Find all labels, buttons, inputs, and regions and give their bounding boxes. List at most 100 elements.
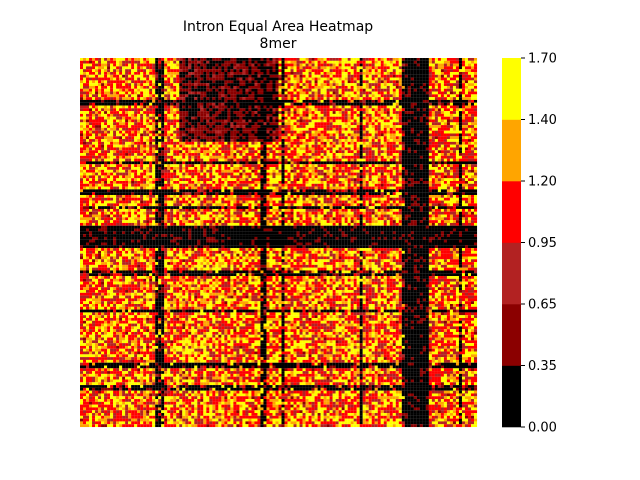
heatmap-cell	[380, 83, 384, 87]
heatmap-cell	[395, 80, 399, 84]
heatmap-cell	[290, 77, 294, 81]
heatmap-cell	[392, 161, 396, 165]
heatmap-cell	[158, 161, 162, 165]
heatmap-cell	[377, 113, 381, 117]
heatmap-cell	[410, 111, 414, 114]
heatmap-cell	[152, 85, 156, 89]
heatmap-cell	[419, 113, 423, 117]
heatmap-cell	[98, 153, 102, 156]
heatmap-cell	[410, 161, 414, 165]
heatmap-cell	[275, 161, 279, 165]
heatmap-cell	[341, 77, 345, 81]
heatmap-cell	[314, 91, 318, 95]
heatmap-cell	[239, 74, 243, 78]
heatmap-cell	[263, 80, 267, 84]
heatmap-cell	[299, 60, 303, 64]
heatmap-cell	[152, 127, 156, 131]
heatmap-cell	[431, 111, 435, 114]
heatmap-cell	[248, 58, 252, 61]
heatmap-cell	[401, 66, 405, 70]
heatmap-cell	[341, 99, 345, 103]
heatmap-cell	[242, 102, 246, 106]
heatmap-cell	[134, 60, 138, 64]
heatmap-cell	[128, 133, 132, 137]
heatmap-cell	[461, 80, 466, 84]
heatmap-cell	[224, 161, 228, 165]
heatmap-cell	[248, 97, 252, 100]
heatmap-cell	[449, 130, 453, 134]
heatmap-cell	[440, 108, 444, 112]
heatmap-cell	[434, 63, 438, 67]
heatmap-cell	[272, 153, 276, 156]
heatmap-cell	[278, 153, 282, 156]
heatmap-cell	[203, 155, 207, 159]
heatmap-cell	[149, 99, 153, 103]
heatmap-cell	[296, 108, 300, 112]
heatmap-cell	[314, 147, 318, 151]
heatmap-cell	[95, 105, 99, 109]
heatmap-cell	[104, 127, 108, 131]
heatmap-cell	[182, 60, 186, 64]
heatmap-cell	[470, 144, 475, 148]
heatmap-cell	[413, 150, 417, 154]
heatmap-cell	[176, 105, 180, 109]
heatmap-cell	[125, 94, 129, 98]
heatmap-cell	[158, 71, 162, 75]
heatmap-cell	[467, 130, 472, 134]
heatmap-cell	[164, 60, 168, 64]
heatmap-cell	[98, 116, 102, 120]
heatmap-cell	[248, 153, 252, 156]
heatmap-cell	[278, 136, 282, 140]
heatmap-cell	[89, 83, 93, 87]
heatmap-cell	[389, 108, 393, 112]
heatmap-cell	[464, 74, 469, 78]
heatmap-cell	[104, 155, 108, 159]
heatmap-cell	[83, 113, 87, 117]
heatmap-cell	[314, 60, 318, 64]
heatmap-cell	[98, 125, 102, 128]
heatmap-cell	[164, 133, 168, 137]
heatmap-cell	[470, 71, 475, 75]
heatmap-cell	[311, 99, 315, 103]
heatmap-cell	[380, 153, 384, 156]
heatmap-cell	[323, 83, 327, 87]
heatmap-cell	[419, 153, 423, 156]
heatmap-cell	[131, 130, 135, 134]
heatmap-cell	[434, 69, 438, 73]
heatmap-cell	[365, 63, 369, 67]
heatmap-cell	[425, 85, 429, 89]
heatmap-cell	[299, 111, 303, 114]
heatmap-cell	[236, 122, 240, 126]
heatmap-cell	[380, 66, 384, 70]
heatmap-cell	[329, 105, 333, 109]
heatmap-cell	[80, 85, 84, 89]
heatmap-cell	[287, 144, 291, 148]
heatmap-cell	[86, 122, 90, 126]
heatmap-cell	[380, 99, 384, 103]
heatmap-cell	[104, 83, 108, 87]
heatmap-cell	[104, 133, 108, 137]
heatmap-cell	[353, 130, 357, 134]
heatmap-cell	[335, 139, 339, 142]
heatmap-cell	[359, 144, 363, 148]
heatmap-cell	[149, 80, 153, 84]
heatmap-cell	[377, 74, 381, 78]
heatmap-cell	[392, 66, 396, 70]
heatmap-cell	[392, 133, 396, 137]
heatmap-cell	[254, 88, 258, 92]
heatmap-cell	[422, 71, 426, 75]
heatmap-cell	[356, 161, 360, 165]
heatmap-cell	[335, 83, 339, 87]
heatmap-cell	[107, 85, 111, 89]
heatmap-cell	[344, 85, 348, 89]
heatmap-cell	[272, 155, 276, 159]
heatmap-cell	[194, 119, 198, 123]
heatmap-cell	[254, 147, 258, 151]
heatmap-cell	[419, 108, 423, 112]
heatmap-cell	[236, 77, 240, 81]
heatmap-cell	[161, 102, 165, 106]
heatmap-cell	[335, 141, 339, 145]
heatmap-cell	[395, 125, 399, 128]
heatmap-cell	[95, 69, 99, 73]
heatmap-cell	[395, 111, 399, 114]
